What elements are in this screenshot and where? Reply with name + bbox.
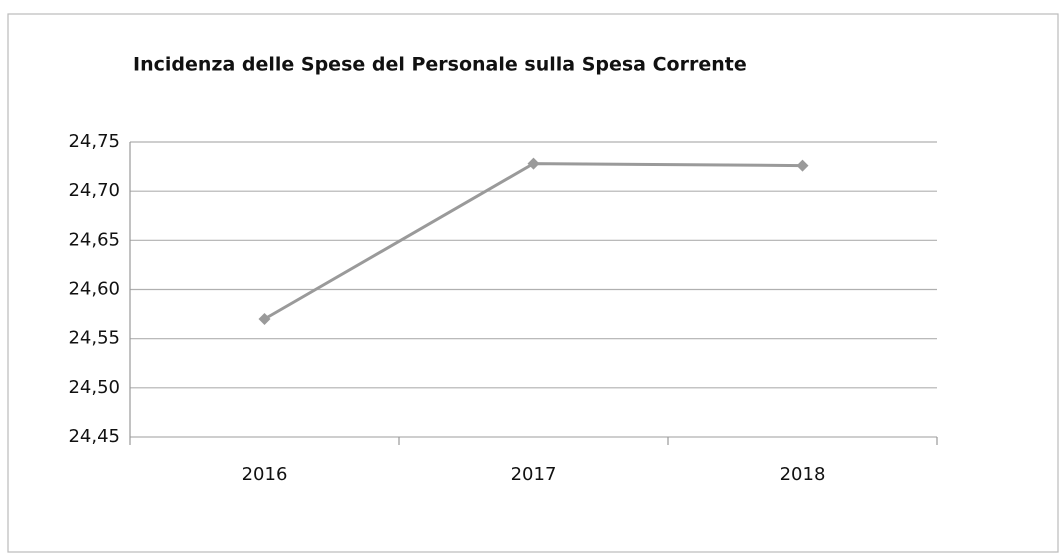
x-tick-label: 2018 (780, 464, 826, 485)
y-tick-label: 24,65 (68, 229, 120, 250)
y-tick-label: 24,75 (68, 131, 120, 152)
x-tick-label: 2016 (242, 464, 288, 485)
x-tick-label: 2017 (511, 464, 557, 485)
y-tick-label: 24,50 (68, 377, 120, 398)
y-tick-label: 24,70 (68, 180, 120, 201)
y-tick-label: 24,45 (68, 426, 120, 447)
data-point (258, 313, 271, 325)
data-point (527, 157, 540, 170)
chart-frame (7, 13, 1059, 553)
chart-title: Incidenza delle Spese del Personale sull… (133, 54, 747, 76)
data-point (796, 159, 809, 172)
y-tick-label: 24,55 (68, 328, 120, 349)
y-tick-label: 24,60 (68, 279, 120, 300)
